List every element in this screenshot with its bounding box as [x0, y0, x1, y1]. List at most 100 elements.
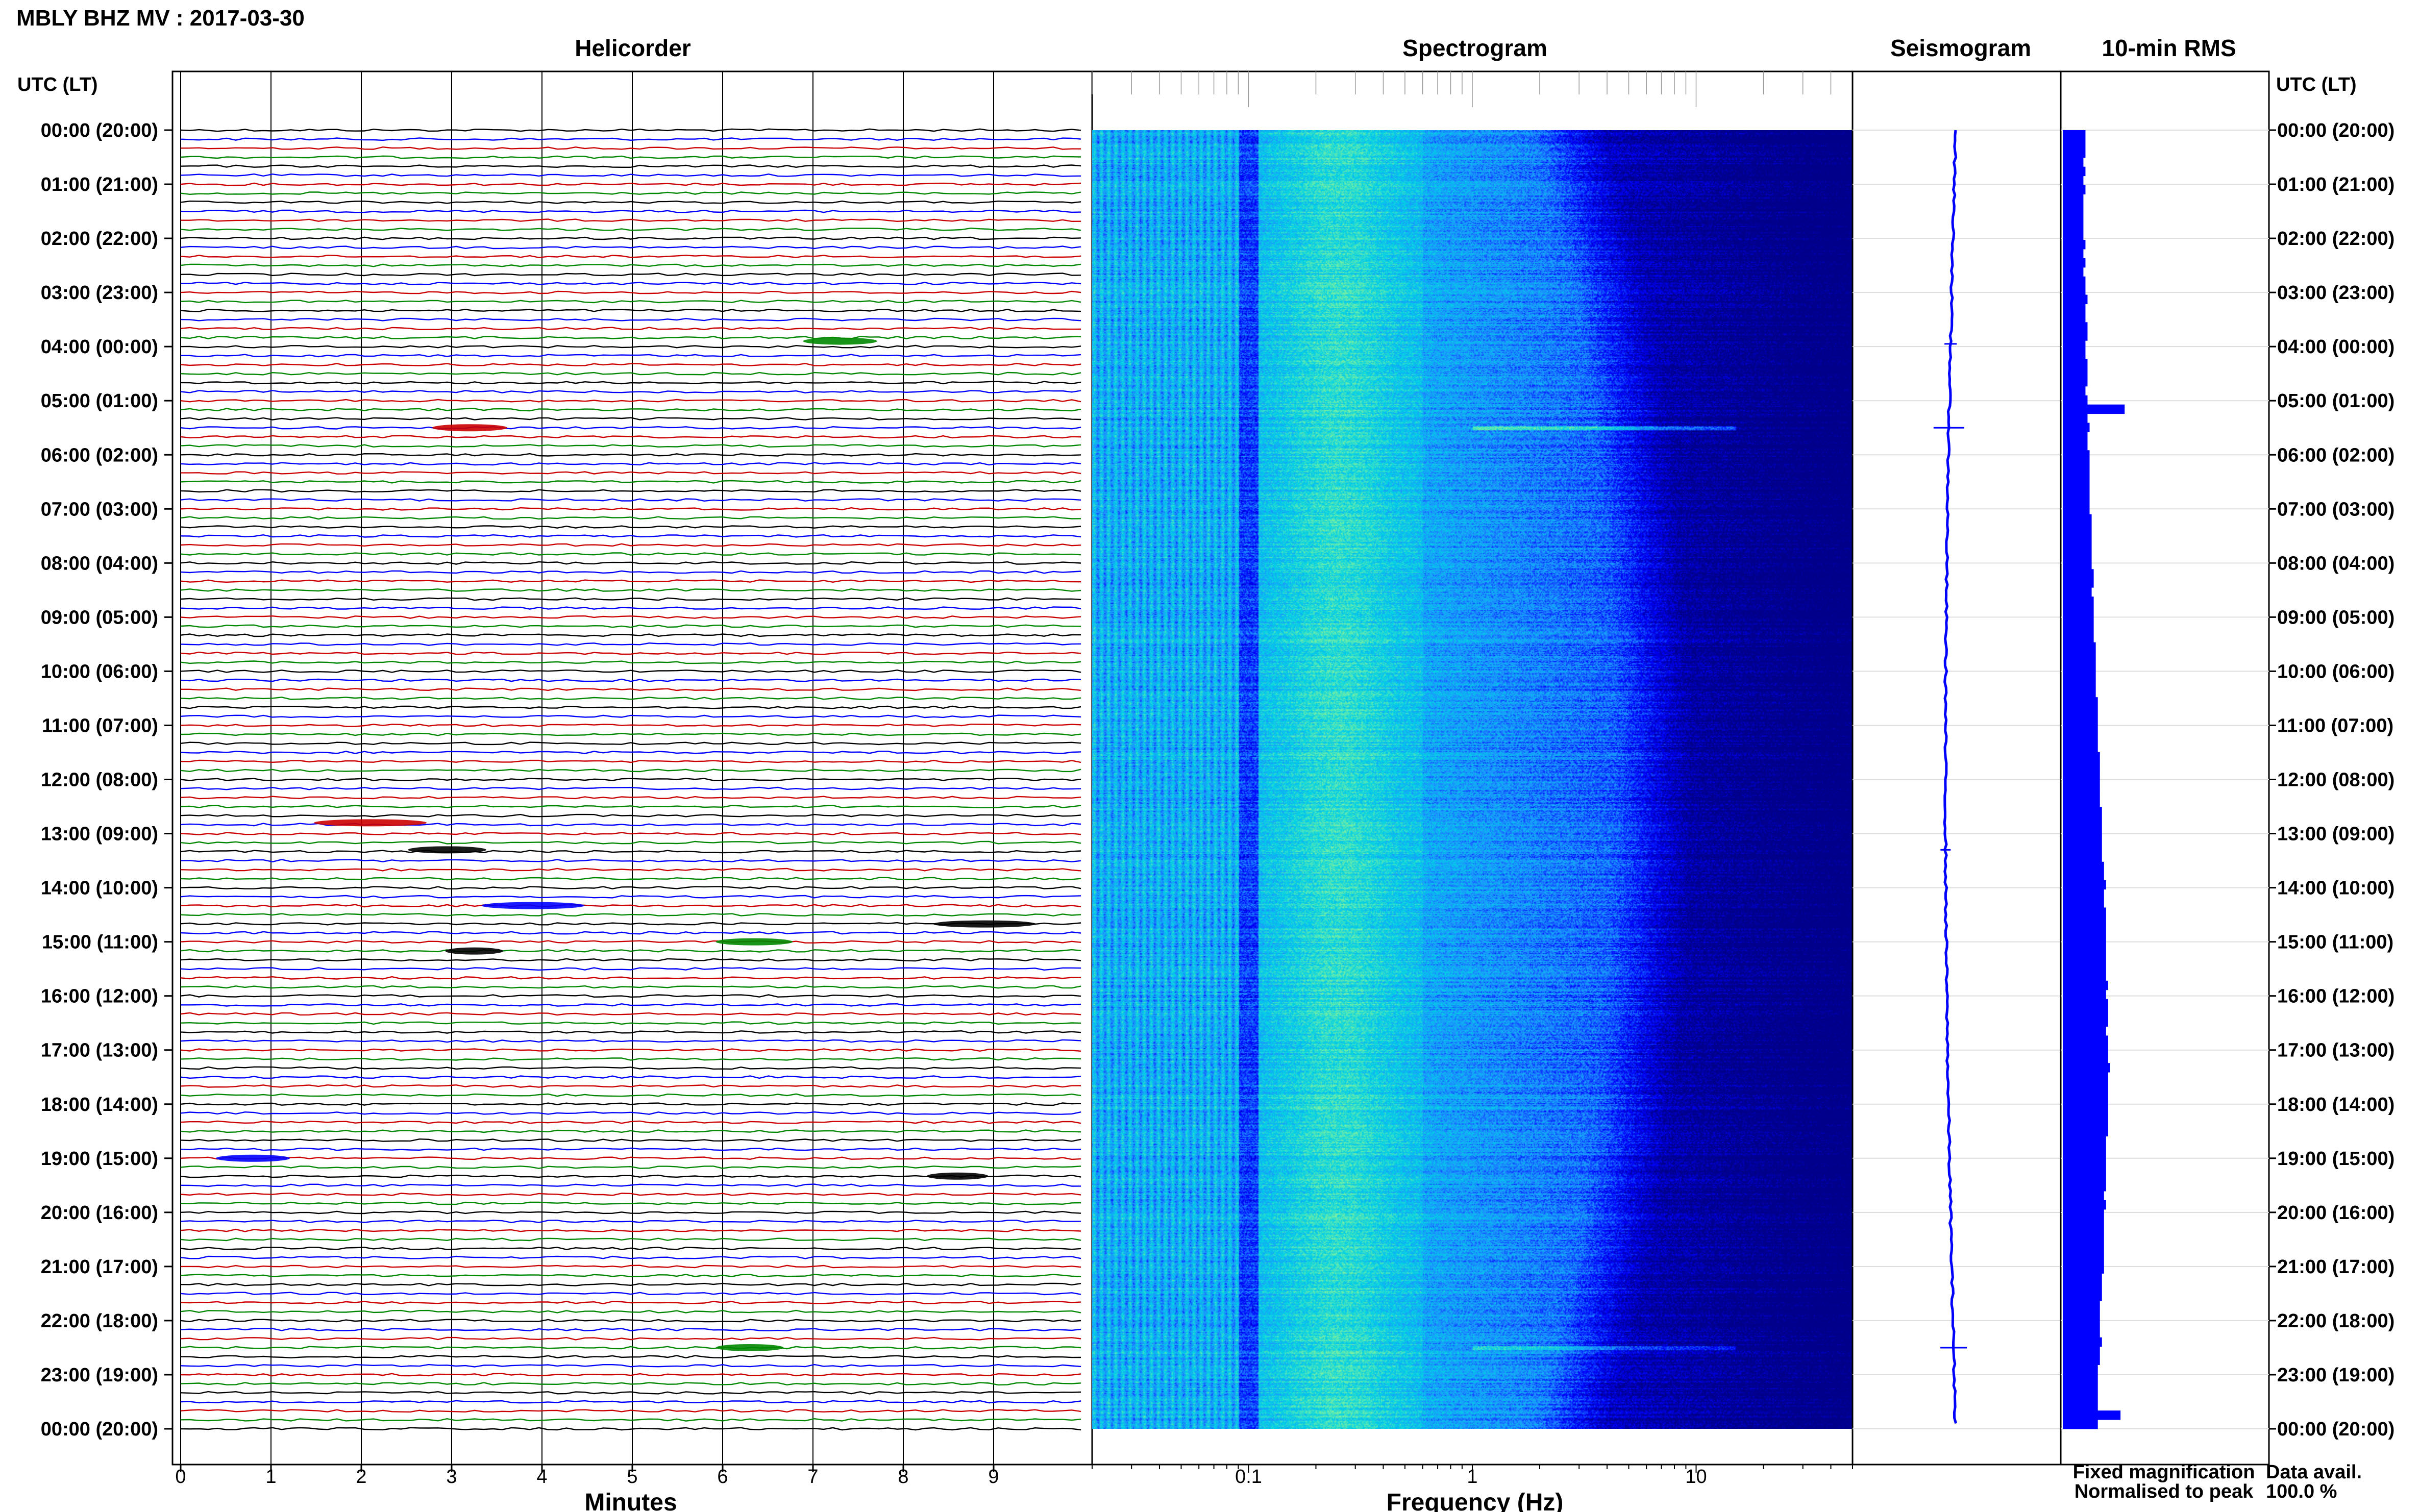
helicorder-trace — [180, 255, 1081, 258]
rms-bar — [2063, 441, 2088, 451]
y-tick-label-right: 04:00 (00:00) — [2277, 336, 2395, 358]
helicorder-trace — [180, 1309, 1081, 1313]
rms-bar — [2063, 770, 2100, 780]
y-tick-label-left: 13:00 (09:00) — [41, 824, 158, 845]
helicorder-trace — [181, 354, 1081, 358]
rms-bar — [2063, 1401, 2098, 1411]
rms-bar — [2063, 560, 2092, 569]
y-tick-label-left: 08:00 (04:00) — [41, 553, 158, 574]
helicorder-trace — [180, 786, 1081, 790]
helicorder-trace — [181, 218, 1081, 222]
rms-bar — [2063, 889, 2104, 899]
y-tick-label-left: 20:00 (16:00) — [41, 1202, 158, 1224]
helicorder-trace — [180, 949, 1081, 953]
y-tick-label-left: 12:00 (08:00) — [41, 770, 158, 791]
rms-bar — [2063, 532, 2092, 542]
helicorder-trace — [180, 660, 1081, 664]
helicorder-trace — [180, 525, 1081, 529]
y-tick-label-left: 15:00 (11:00) — [42, 932, 158, 953]
rms-bar — [2063, 340, 2086, 350]
y-tick-label-left: 00:00 (20:00) — [41, 120, 158, 141]
helicorder-trace — [180, 859, 1081, 863]
rms-bar — [2063, 642, 2096, 652]
helicorder-trace — [180, 1418, 1081, 1422]
rms-bar — [2063, 761, 2100, 771]
rms-bar — [2063, 322, 2088, 332]
rms-bar — [2063, 597, 2094, 606]
helicorder-trace — [180, 669, 1081, 673]
legend-fixed-magnification: Fixed magnification — [2073, 1461, 2255, 1483]
helicorder-trace — [180, 1075, 1081, 1079]
rms-bar — [2063, 1108, 2108, 1119]
helicorder-trace — [180, 1166, 1081, 1169]
helicorder-trace — [180, 931, 1081, 935]
helicorder-trace — [180, 426, 1081, 430]
helicorder-event — [926, 1172, 989, 1180]
helicorder-trace — [180, 399, 1081, 403]
y-tick-label-right: 11:00 (07:00) — [2277, 715, 2393, 736]
y-tick-label-right: 00:00 (20:00) — [2277, 1419, 2395, 1440]
helicorder-trace — [180, 1066, 1081, 1070]
y-tick-label-right: 15:00 (11:00) — [2277, 932, 2393, 953]
helicorder-trace — [180, 994, 1081, 998]
y-tick-label-right: 20:00 (16:00) — [2277, 1202, 2395, 1224]
rms-bar — [2063, 1163, 2106, 1173]
data-availability-value: 100.0 % — [2266, 1481, 2337, 1502]
rms-bar — [2063, 194, 2084, 204]
rms-bar — [2063, 1292, 2102, 1301]
helicorder-x-ticks: 0 1 2 3 4 5 6 7 8 9 — [175, 1465, 999, 1488]
rms-bar — [2063, 651, 2096, 661]
station-title: MBLY BHZ MV : 2017-03-30 — [16, 6, 305, 31]
helicorder-trace — [180, 128, 1081, 132]
helicorder-trace — [180, 1111, 1081, 1115]
helicorder-trace — [180, 642, 1081, 646]
helicorder-trace — [180, 832, 1081, 836]
y-tick-label-right: 21:00 (17:00) — [2277, 1256, 2395, 1278]
seismogram-trace — [1943, 130, 1958, 1424]
helicorder-event — [445, 947, 504, 955]
rms-bar — [2063, 130, 2086, 140]
helicorder-x-axis-label: Minutes — [584, 1489, 677, 1512]
rms-bar — [2063, 1054, 2108, 1063]
rms-bar — [2063, 203, 2084, 213]
helicorder-trace — [180, 1193, 1081, 1196]
rms-bar — [2063, 660, 2096, 670]
helicorder-event — [933, 920, 1036, 928]
helicorder-trace — [180, 453, 1081, 457]
helicorder-x-tick-label: 7 — [807, 1466, 818, 1488]
rms-bar — [2063, 935, 2106, 945]
helicorder-trace — [180, 507, 1081, 511]
helicorder-trace — [180, 904, 1081, 908]
rms-bar — [2063, 413, 2088, 424]
rms-bar — [2063, 1045, 2108, 1054]
helicorder-x-tick-label: 6 — [717, 1466, 728, 1488]
y-tick-label-right: 01:00 (21:00) — [2277, 174, 2395, 195]
rms-bar — [2063, 843, 2102, 853]
rms-bar — [2063, 331, 2088, 341]
helicorder-trace — [180, 1364, 1081, 1368]
helicorder-trace — [180, 1391, 1081, 1395]
helicorder-trace — [180, 624, 1081, 628]
helicorder-trace — [180, 227, 1081, 231]
helicorder-trace — [180, 840, 1081, 845]
helicorder-trace — [180, 705, 1081, 709]
helicorder-trace — [180, 1274, 1081, 1278]
rms-bar — [2063, 1127, 2108, 1136]
rms-bar — [2063, 157, 2084, 167]
rms-bar — [2063, 807, 2102, 816]
y-tick-label-right: 10:00 (06:00) — [2277, 661, 2395, 682]
rms-bar — [2063, 861, 2104, 872]
y-tick-label-right: 18:00 (14:00) — [2277, 1094, 2395, 1116]
helicorder-trace — [180, 1247, 1081, 1251]
helicorder-trace — [180, 435, 1081, 439]
helicorder-trace — [180, 579, 1081, 583]
helicorder-trace — [180, 606, 1081, 610]
rms-bar — [2063, 1282, 2102, 1292]
spectrogram-x-axis-label: Frequency (Hz) — [1387, 1489, 1564, 1512]
rms-bar — [2063, 852, 2102, 862]
rms-bar — [2063, 880, 2106, 890]
rms-bar — [2063, 1410, 2121, 1420]
helicorder-trace — [180, 1319, 1081, 1323]
helicorder-trace — [180, 1030, 1081, 1034]
rms-bar — [2063, 742, 2098, 753]
